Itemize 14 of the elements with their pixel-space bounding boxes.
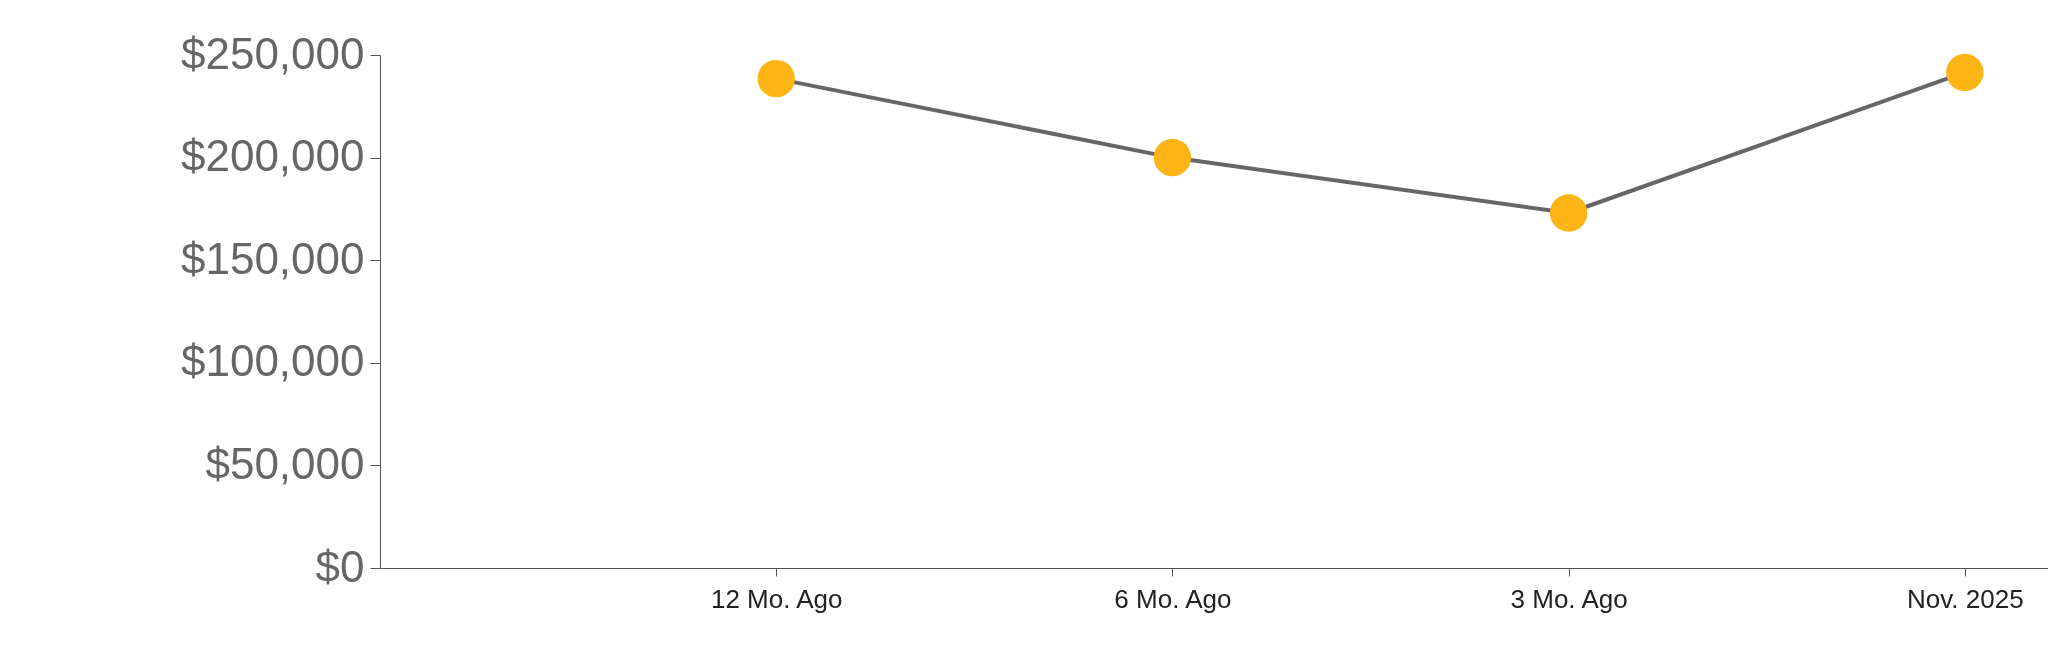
x-tick-label: Nov. 2025 [1907,583,2024,614]
x-tick-label: 6 Mo. Ago [1114,583,1232,614]
y-tick-label: $100,000 [180,336,365,386]
y-tick-label: $50,000 [205,438,365,488]
y-tick-label: $0 [315,541,365,591]
x-tick-label: 3 Mo. Ago [1510,583,1628,614]
y-tick-label: $150,000 [180,233,365,283]
y-tick-label: $200,000 [180,131,365,181]
point [1946,53,1984,92]
y-tick-label: $250,000 [180,28,365,78]
point [757,59,795,98]
point [1549,194,1588,232]
point [1153,138,1192,177]
x-tick-label: 12 Mo. Ago [710,583,843,614]
